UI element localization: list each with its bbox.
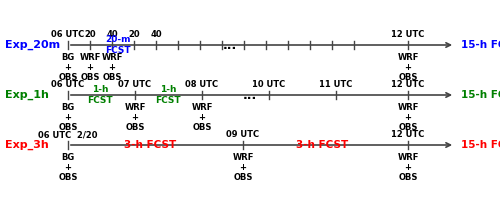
Text: OBS: OBS: [102, 73, 122, 82]
Text: +: +: [404, 113, 411, 122]
Text: BG: BG: [62, 103, 74, 112]
Text: +: +: [64, 63, 71, 72]
Text: 09 UTC: 09 UTC: [226, 130, 260, 139]
Text: OBS: OBS: [192, 123, 212, 132]
Text: 15-h FCST: 15-h FCST: [461, 90, 500, 100]
Text: WRF: WRF: [398, 153, 418, 162]
Text: 08 UTC: 08 UTC: [186, 80, 218, 89]
Text: +: +: [404, 163, 411, 172]
Text: ...: ...: [243, 88, 257, 101]
Text: Exp_3h: Exp_3h: [5, 140, 49, 150]
Text: WRF: WRF: [80, 53, 100, 62]
Text: 20: 20: [84, 30, 96, 39]
Text: WRF: WRF: [192, 103, 212, 112]
Text: +: +: [404, 63, 411, 72]
Text: 06 UTC: 06 UTC: [52, 80, 84, 89]
Text: OBS: OBS: [58, 173, 78, 182]
Text: 1-h
FCST: 1-h FCST: [87, 85, 113, 105]
Text: OBS: OBS: [398, 173, 417, 182]
Text: WRF: WRF: [398, 53, 418, 62]
Text: +: +: [240, 163, 246, 172]
Text: 10 UTC: 10 UTC: [252, 80, 286, 89]
Text: 15-h FCST: 15-h FCST: [461, 40, 500, 50]
Text: OBS: OBS: [58, 123, 78, 132]
Text: 3-h FCST: 3-h FCST: [124, 140, 176, 150]
Text: +: +: [132, 113, 138, 122]
Text: Exp_20m: Exp_20m: [5, 40, 60, 50]
Text: 20-m
FCST: 20-m FCST: [105, 35, 131, 55]
Text: 07 UTC: 07 UTC: [118, 80, 152, 89]
Text: OBS: OBS: [398, 123, 417, 132]
Text: WRF: WRF: [102, 53, 122, 62]
Text: 12 UTC: 12 UTC: [392, 30, 424, 39]
Text: +: +: [64, 163, 71, 172]
Text: 1-h
FCST: 1-h FCST: [155, 85, 181, 105]
Text: +: +: [198, 113, 205, 122]
Text: 40: 40: [150, 30, 162, 39]
Text: 06 UTC: 06 UTC: [52, 30, 84, 39]
Text: 20: 20: [128, 30, 140, 39]
Text: 11 UTC: 11 UTC: [320, 80, 352, 89]
Text: 12 UTC: 12 UTC: [392, 130, 424, 139]
Text: Exp_1h: Exp_1h: [5, 90, 49, 100]
Text: BG: BG: [62, 153, 74, 162]
Text: OBS: OBS: [58, 73, 78, 82]
Text: OBS: OBS: [80, 73, 100, 82]
Text: ...: ...: [223, 38, 237, 51]
Text: 12 UTC: 12 UTC: [392, 80, 424, 89]
Text: +: +: [86, 63, 94, 72]
Text: 06 UTC  2/20: 06 UTC 2/20: [38, 130, 98, 139]
Text: 15-h FCST: 15-h FCST: [461, 140, 500, 150]
Text: 40: 40: [106, 30, 118, 39]
Text: +: +: [64, 113, 71, 122]
Text: OBS: OBS: [234, 173, 252, 182]
Text: OBS: OBS: [126, 123, 144, 132]
Text: 3-h FCST: 3-h FCST: [296, 140, 348, 150]
Text: WRF: WRF: [398, 103, 418, 112]
Text: WRF: WRF: [232, 153, 254, 162]
Text: BG: BG: [62, 53, 74, 62]
Text: WRF: WRF: [124, 103, 146, 112]
Text: OBS: OBS: [398, 73, 417, 82]
Text: +: +: [108, 63, 116, 72]
